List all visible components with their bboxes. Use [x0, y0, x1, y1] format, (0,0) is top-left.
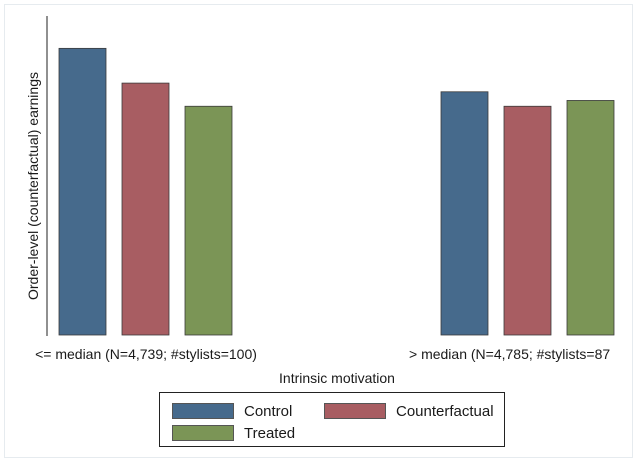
x-axis-label: Intrinsic motivation [279, 370, 395, 386]
legend-item-control: Control [172, 402, 292, 420]
y-axis-label: Order-level (counterfactual) earnings [25, 72, 41, 300]
legend: Control Counterfactual Treated [159, 392, 505, 447]
x-tick-label-below-median: <= median (N=4,739; #stylists=100) [35, 346, 257, 362]
bar-control-below-median [58, 47, 107, 336]
legend-item-treated: Treated [172, 424, 295, 442]
legend-item-counterfactual: Counterfactual [324, 402, 494, 420]
bar-counterfactual-below-median [121, 82, 170, 336]
legend-swatch-treated [172, 425, 234, 441]
bars [58, 47, 615, 336]
legend-label-counterfactual: Counterfactual [396, 402, 494, 420]
bar-control-above-median [440, 91, 489, 336]
bar-counterfactual-above-median [503, 105, 552, 336]
legend-label-treated: Treated [244, 424, 296, 442]
legend-swatch-control [172, 403, 234, 419]
legend-label-control: Control [244, 402, 293, 420]
legend-swatch-counterfactual [324, 403, 386, 419]
bar-treated-below-median [184, 105, 233, 336]
bar-treated-above-median [566, 100, 615, 336]
x-tick-label-above-median: > median (N=4,785; #stylists=87 [409, 346, 610, 362]
